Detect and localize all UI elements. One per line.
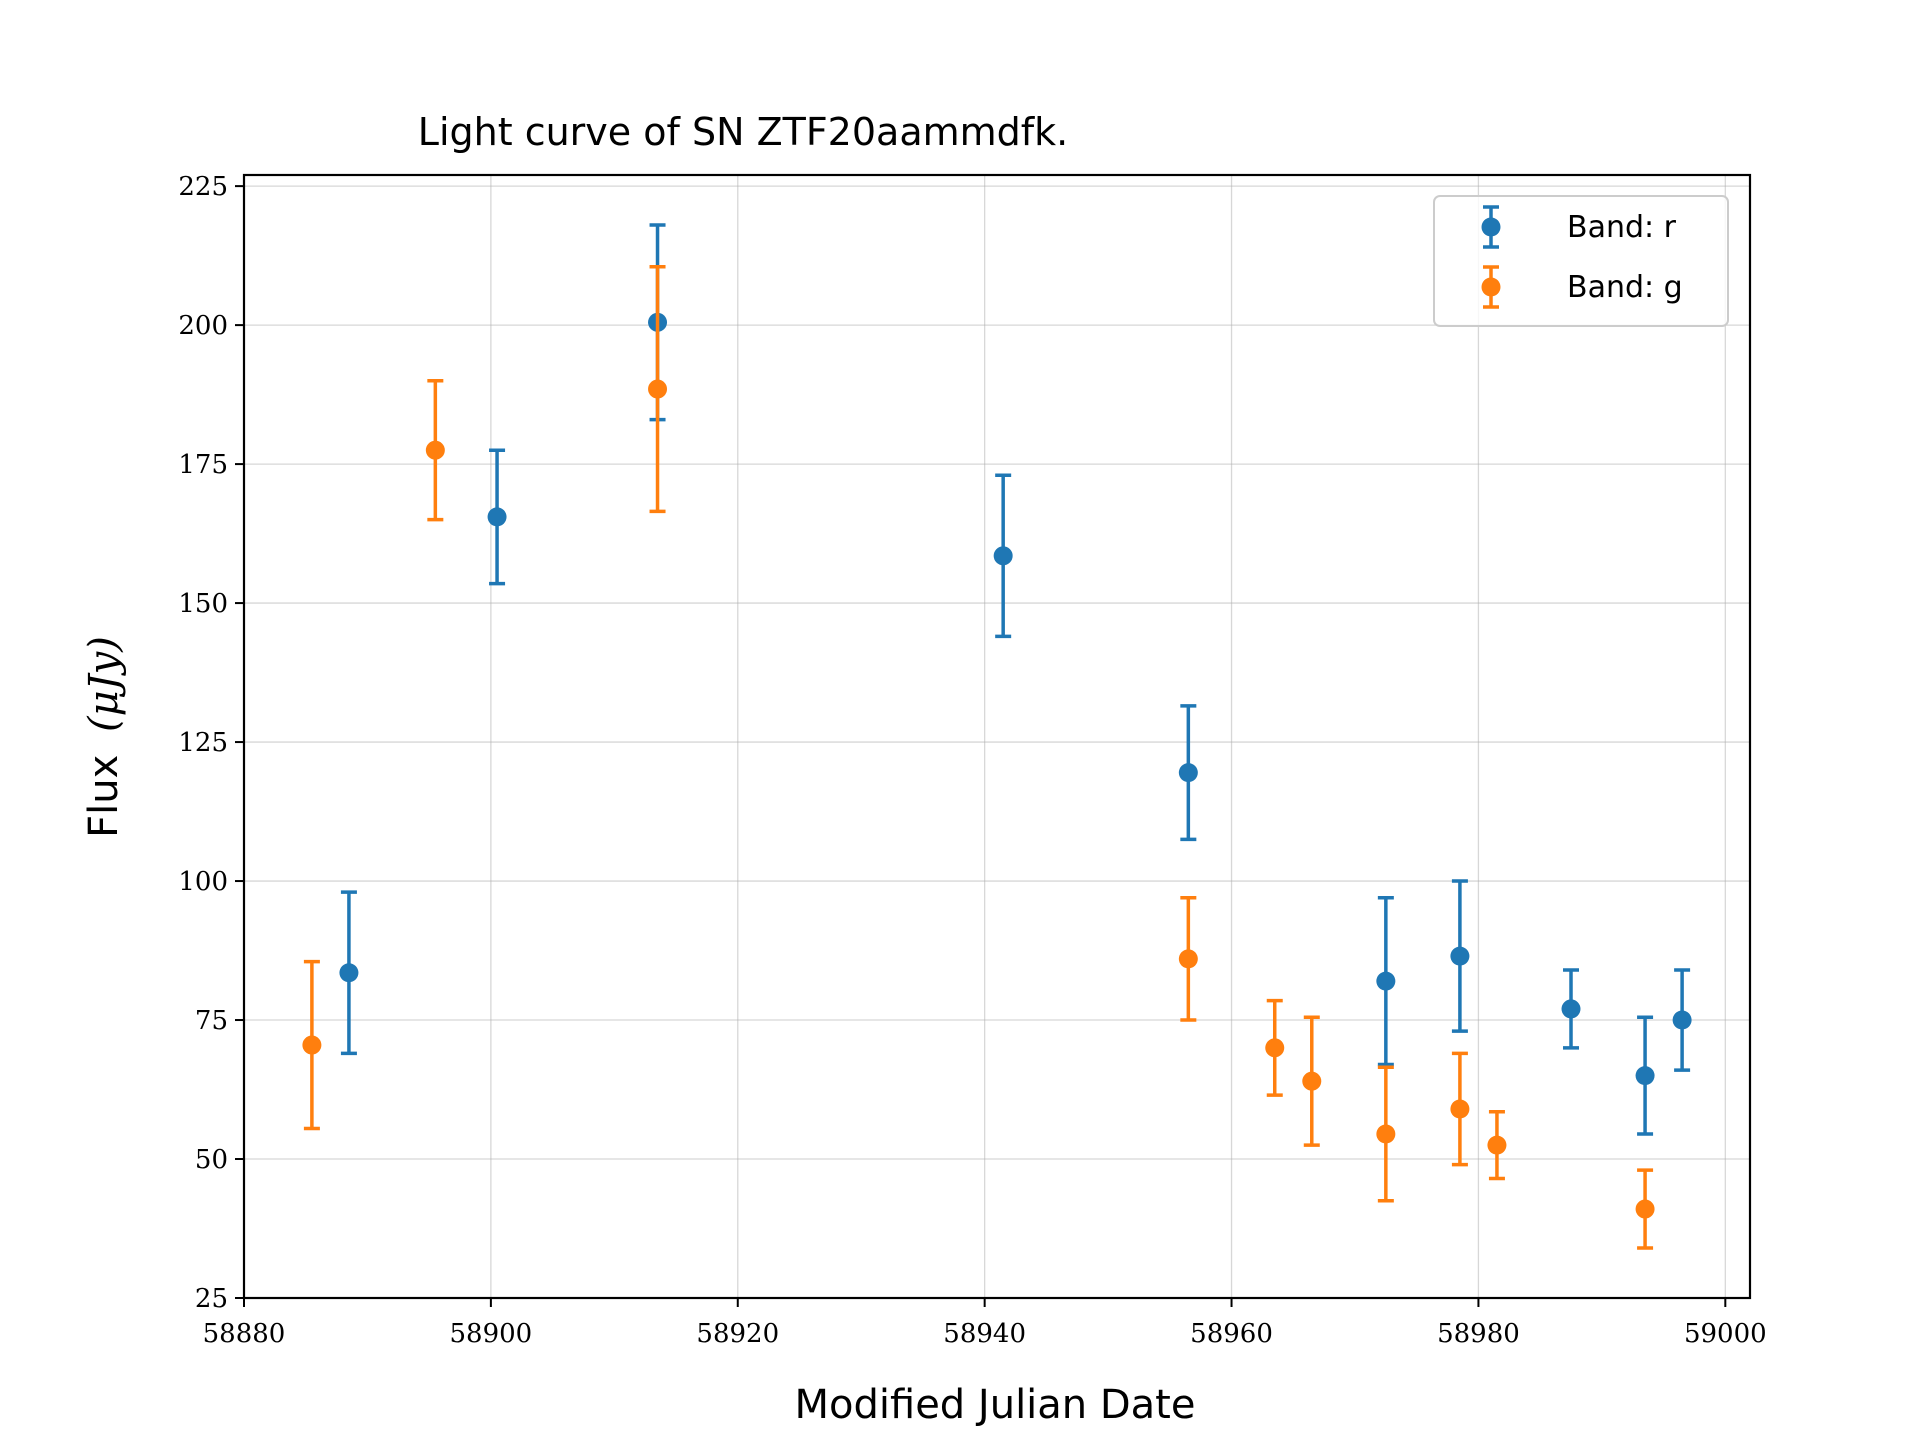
- y-tick-label: 75: [195, 1006, 228, 1036]
- plot-series: [302, 223, 1692, 1250]
- chart-title: Light curve of SN ZTF20aammdfk.: [418, 110, 1068, 154]
- data-point: [425, 440, 445, 460]
- data-point: [1265, 1038, 1285, 1058]
- x-tick-label: 58900: [450, 1319, 533, 1349]
- x-tick-label: 59000: [1684, 1319, 1767, 1349]
- y-tick-label: 150: [178, 589, 228, 619]
- y-tick-label: 175: [178, 450, 228, 480]
- data-point: [1561, 999, 1581, 1019]
- legend-item: Band: g: [1481, 265, 1683, 309]
- x-tick-label: 58880: [203, 1319, 286, 1349]
- legend-label: Band: g: [1567, 270, 1683, 305]
- x-axis-label: Modified Julian Date: [795, 1382, 1196, 1428]
- grid: [243, 175, 1750, 1299]
- y-tick-label: 25: [195, 1284, 228, 1314]
- legend-item: Band: r: [1481, 205, 1677, 249]
- data-point: [993, 546, 1013, 566]
- axis-ticks: 58880 58900 58920 58940 58960 58980 59000 25 50 7…: [178, 172, 1766, 1349]
- x-tick-label: 58980: [1437, 1319, 1520, 1349]
- legend-box: [1433, 195, 1729, 327]
- legend-label: Band: r: [1567, 210, 1677, 245]
- data-point: [1487, 1135, 1507, 1155]
- data-point: [1178, 763, 1198, 783]
- y-tick-label: 225: [178, 172, 228, 202]
- legend-marker: [1481, 217, 1501, 237]
- data-point: [1376, 971, 1396, 991]
- legend: Band: r Band: g: [1433, 195, 1729, 327]
- legend-marker: [1481, 277, 1501, 297]
- data-point: [1450, 946, 1470, 966]
- plot-frame: [242, 173, 1752, 1300]
- data-point: [648, 379, 668, 399]
- data-point: [1178, 949, 1198, 969]
- data-point: [1450, 1099, 1470, 1119]
- x-tick-label: 58920: [696, 1319, 779, 1349]
- y-tick-label: 200: [178, 311, 228, 341]
- y-tick-label: 100: [178, 867, 228, 897]
- y-tick-label: 125: [178, 728, 228, 758]
- y-axis-label-text: Flux: [81, 755, 127, 838]
- data-point: [1635, 1199, 1655, 1219]
- x-tick-label: 58960: [1190, 1319, 1273, 1349]
- data-point: [339, 963, 359, 983]
- data-point: [1635, 1066, 1655, 1086]
- data-point: [487, 507, 507, 527]
- y-tick-label: 50: [195, 1145, 228, 1175]
- series-0: [339, 223, 1692, 1136]
- data-point: [302, 1035, 322, 1055]
- data-point: [1672, 1010, 1692, 1030]
- y-axis-label-unit: (μJy): [81, 636, 127, 732]
- y-axis-label: Flux (μJy): [81, 636, 127, 838]
- x-tick-label: 58940: [943, 1319, 1026, 1349]
- data-point: [1376, 1124, 1396, 1144]
- data-point: [1302, 1071, 1322, 1091]
- series-1: [302, 264, 1655, 1250]
